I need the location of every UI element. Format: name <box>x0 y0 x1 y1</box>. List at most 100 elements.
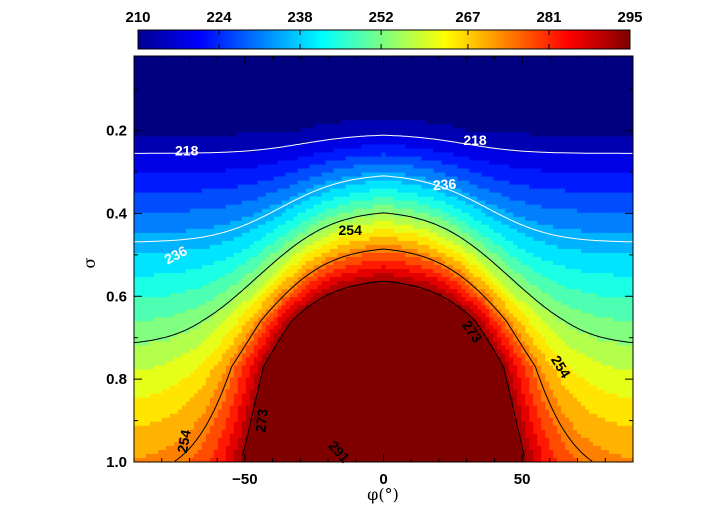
field-cell <box>162 80 167 85</box>
field-cell <box>294 64 299 69</box>
field-cell <box>214 173 219 178</box>
field-cell <box>198 88 203 93</box>
field-cell <box>174 68 179 73</box>
field-cell <box>318 120 323 125</box>
field-cell <box>234 209 239 214</box>
field-cell <box>389 112 394 117</box>
field-cell <box>485 189 490 194</box>
field-cell <box>605 181 610 186</box>
field-cell <box>521 152 526 157</box>
field-cell <box>366 209 371 214</box>
field-cell <box>242 185 247 190</box>
field-cell <box>270 148 275 153</box>
field-cell <box>473 205 478 210</box>
field-cell <box>441 152 446 157</box>
field-cell <box>362 80 367 85</box>
field-cell <box>577 100 582 105</box>
field-cell <box>138 197 143 202</box>
field-cell <box>465 201 470 206</box>
field-cell <box>270 112 275 117</box>
field-cell <box>465 152 470 157</box>
field-cell <box>222 128 227 133</box>
field-cell <box>206 201 211 206</box>
field-cell <box>561 96 566 101</box>
field-cell <box>290 205 295 210</box>
field-cell <box>258 185 263 190</box>
field-cell <box>585 96 590 101</box>
field-cell <box>318 72 323 77</box>
field-cell <box>310 120 315 125</box>
field-cell <box>417 185 422 190</box>
field-cell <box>617 68 622 73</box>
field-cell <box>437 88 442 93</box>
field-cell <box>182 193 187 198</box>
field-cell <box>505 128 510 133</box>
field-cell <box>549 189 554 194</box>
field-cell <box>230 205 235 210</box>
field-cell <box>393 140 398 145</box>
field-cell <box>234 148 239 153</box>
field-cell <box>449 169 454 174</box>
field-cell <box>334 201 339 206</box>
field-cell <box>501 205 506 210</box>
field-cell <box>441 132 446 137</box>
field-cell <box>314 165 319 170</box>
field-cell <box>541 112 546 117</box>
field-cell <box>613 148 618 153</box>
field-cell <box>362 120 367 125</box>
field-cell <box>282 76 287 81</box>
field-cell <box>254 84 259 89</box>
field-cell <box>433 148 438 153</box>
field-cell <box>449 132 454 137</box>
field-cell <box>150 173 155 178</box>
field-cell <box>437 169 442 174</box>
field-cell <box>597 92 602 97</box>
field-cell <box>286 152 291 157</box>
field-cell <box>258 108 263 113</box>
field-cell <box>158 169 163 174</box>
field-cell <box>306 60 311 65</box>
field-cell <box>533 169 538 174</box>
field-cell <box>449 108 454 113</box>
field-cell <box>162 88 167 93</box>
field-cell <box>481 104 486 109</box>
field-cell <box>370 108 375 113</box>
field-cell <box>382 165 387 170</box>
field-cell <box>382 124 387 129</box>
field-cell <box>274 181 279 186</box>
field-cell <box>138 92 143 97</box>
field-cell <box>270 68 275 73</box>
field-cell <box>421 76 426 81</box>
field-cell <box>298 112 303 117</box>
field-cell <box>617 140 622 145</box>
field-cell <box>182 56 187 61</box>
field-cell <box>445 100 450 105</box>
field-cell <box>497 84 502 89</box>
field-cell <box>625 201 630 206</box>
field-cell <box>234 112 239 117</box>
field-cell <box>370 205 375 210</box>
field-cell <box>294 84 299 89</box>
field-cell <box>557 104 562 109</box>
field-cell <box>178 60 183 65</box>
field-cell <box>382 72 387 77</box>
field-cell <box>198 132 203 137</box>
field-cell <box>537 169 542 174</box>
field-cell <box>254 72 259 77</box>
field-cell <box>302 60 307 65</box>
field-cell <box>266 177 271 182</box>
field-cell <box>286 64 291 69</box>
field-cell <box>585 72 590 77</box>
field-cell <box>134 108 139 113</box>
field-cell <box>202 72 207 77</box>
field-cell <box>489 96 494 101</box>
field-cell <box>206 104 211 109</box>
field-cell <box>282 140 287 145</box>
field-cell <box>166 120 171 125</box>
field-cell <box>393 112 398 117</box>
field-cell <box>497 140 502 145</box>
field-cell <box>382 80 387 85</box>
field-cell <box>294 112 299 117</box>
field-cell <box>593 116 598 121</box>
field-cell <box>170 64 175 69</box>
